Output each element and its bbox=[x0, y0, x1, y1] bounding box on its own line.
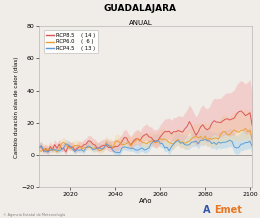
Text: A: A bbox=[203, 205, 210, 215]
Legend: RCP8.5    ( 14 ), RCP6.0    (  6 ), RCP4.5    ( 13 ): RCP8.5 ( 14 ), RCP6.0 ( 6 ), RCP4.5 ( 13… bbox=[44, 31, 98, 53]
X-axis label: Año: Año bbox=[139, 198, 152, 204]
Text: ANUAL: ANUAL bbox=[128, 20, 152, 26]
Text: © Agencia Estatal de Meteorología: © Agencia Estatal de Meteorología bbox=[3, 213, 65, 217]
Text: GUADALAJARA: GUADALAJARA bbox=[104, 4, 177, 13]
Y-axis label: Cambio duración olas de calor (días): Cambio duración olas de calor (días) bbox=[14, 56, 19, 158]
Text: Emet: Emet bbox=[214, 205, 242, 215]
